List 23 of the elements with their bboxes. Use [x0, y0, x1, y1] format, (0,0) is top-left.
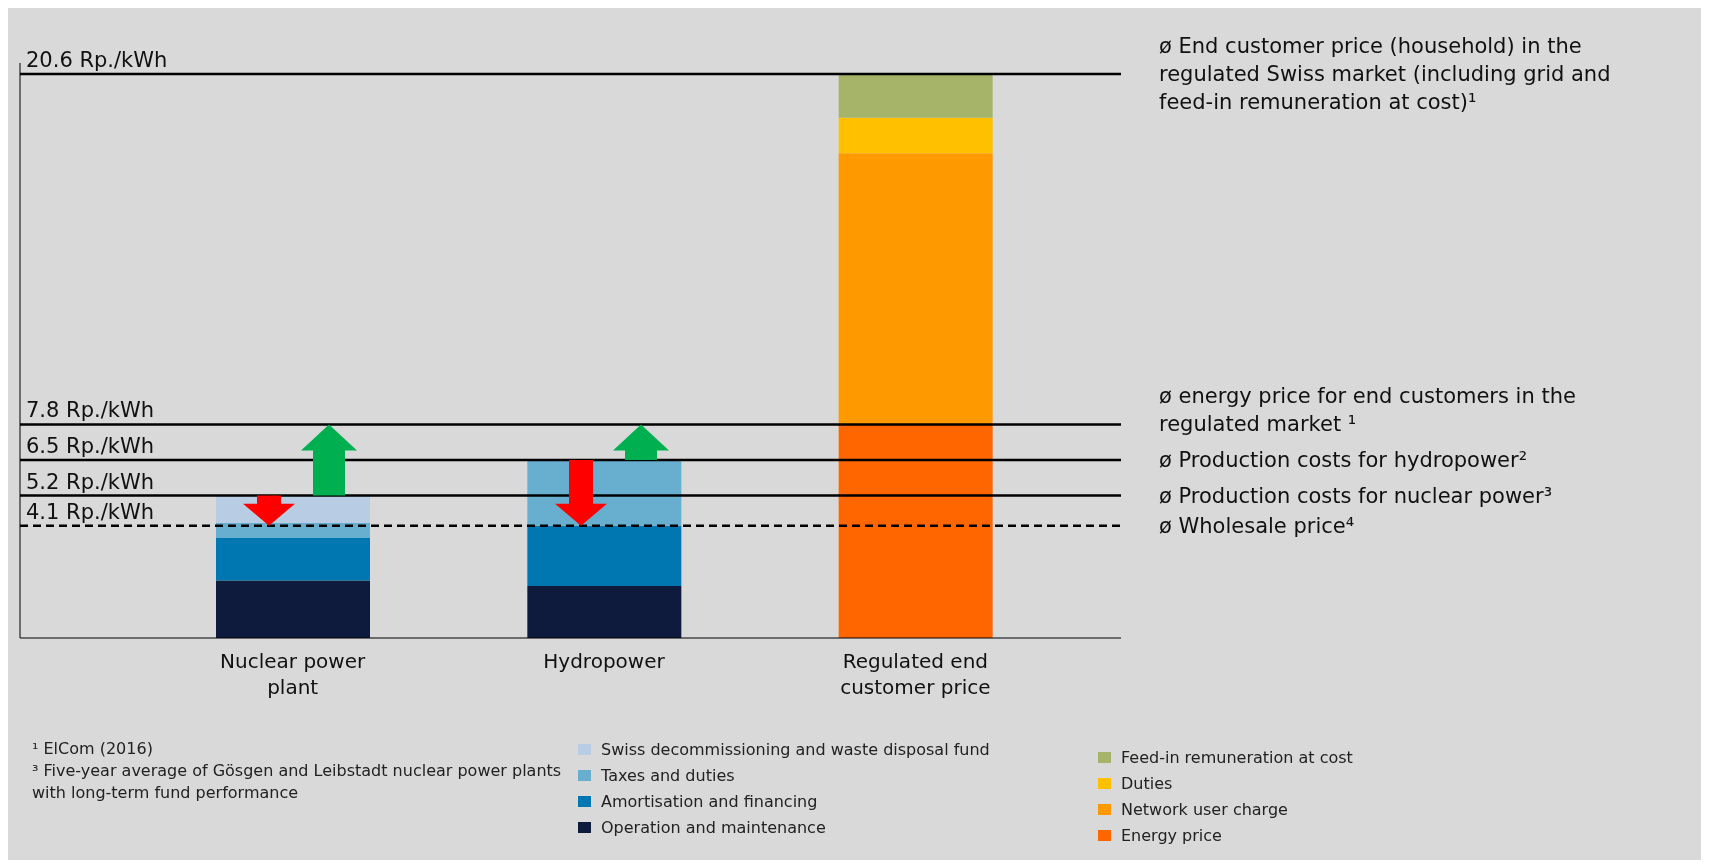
ref-line-label: ø End customer price (household) in the regulated Swiss market (including grid and feed-in remuneration at cost)¹	[1159, 33, 1611, 114]
text: ³ Five-year average of Gösgen and Leibstadt nuclear power plants with long-term fund performance	[32, 760, 563, 804]
legend-label: Taxes and duties	[601, 765, 735, 785]
legend-label: Feed-in remuneration at cost	[1121, 747, 1353, 767]
y-tick-label: 7.8 Rp./kWh	[26, 398, 154, 423]
ref-line-label: ø Production costs for hydropower²	[1159, 448, 1528, 473]
x-tick-label: Nuclear power plant	[220, 649, 367, 699]
ref-line-label: ø Production costs for nuclear power³	[1159, 483, 1553, 508]
legend-label: Operation and maintenance	[601, 817, 826, 837]
legend-label: Energy price	[1121, 825, 1222, 845]
y-tick-label: 6.5 Rp./kWh	[26, 434, 154, 459]
ref-line-label: ø energy price for end customers in the regulated market ¹	[1159, 384, 1576, 437]
y-tick-label: 4.1 Rp./kWh	[26, 499, 154, 524]
x-tick-label: Hydropower	[543, 649, 666, 673]
text: ¹ ElCom (2016)	[32, 738, 154, 760]
legend-label: Swiss decommissioning and waste disposal fund	[601, 739, 990, 759]
legend-label: Amortisation and financing	[601, 791, 818, 811]
legend-label: Duties	[1121, 773, 1173, 793]
y-tick-label: 5.2 Rp./kWh	[26, 469, 154, 494]
x-tick-label: Regulated end customer price	[840, 649, 991, 699]
legend-label: Network user charge	[1121, 799, 1288, 819]
ref-line-label: ø Wholesale price⁴	[1159, 513, 1355, 538]
y-tick-label: 20.6 Rp./kWh	[26, 47, 168, 72]
